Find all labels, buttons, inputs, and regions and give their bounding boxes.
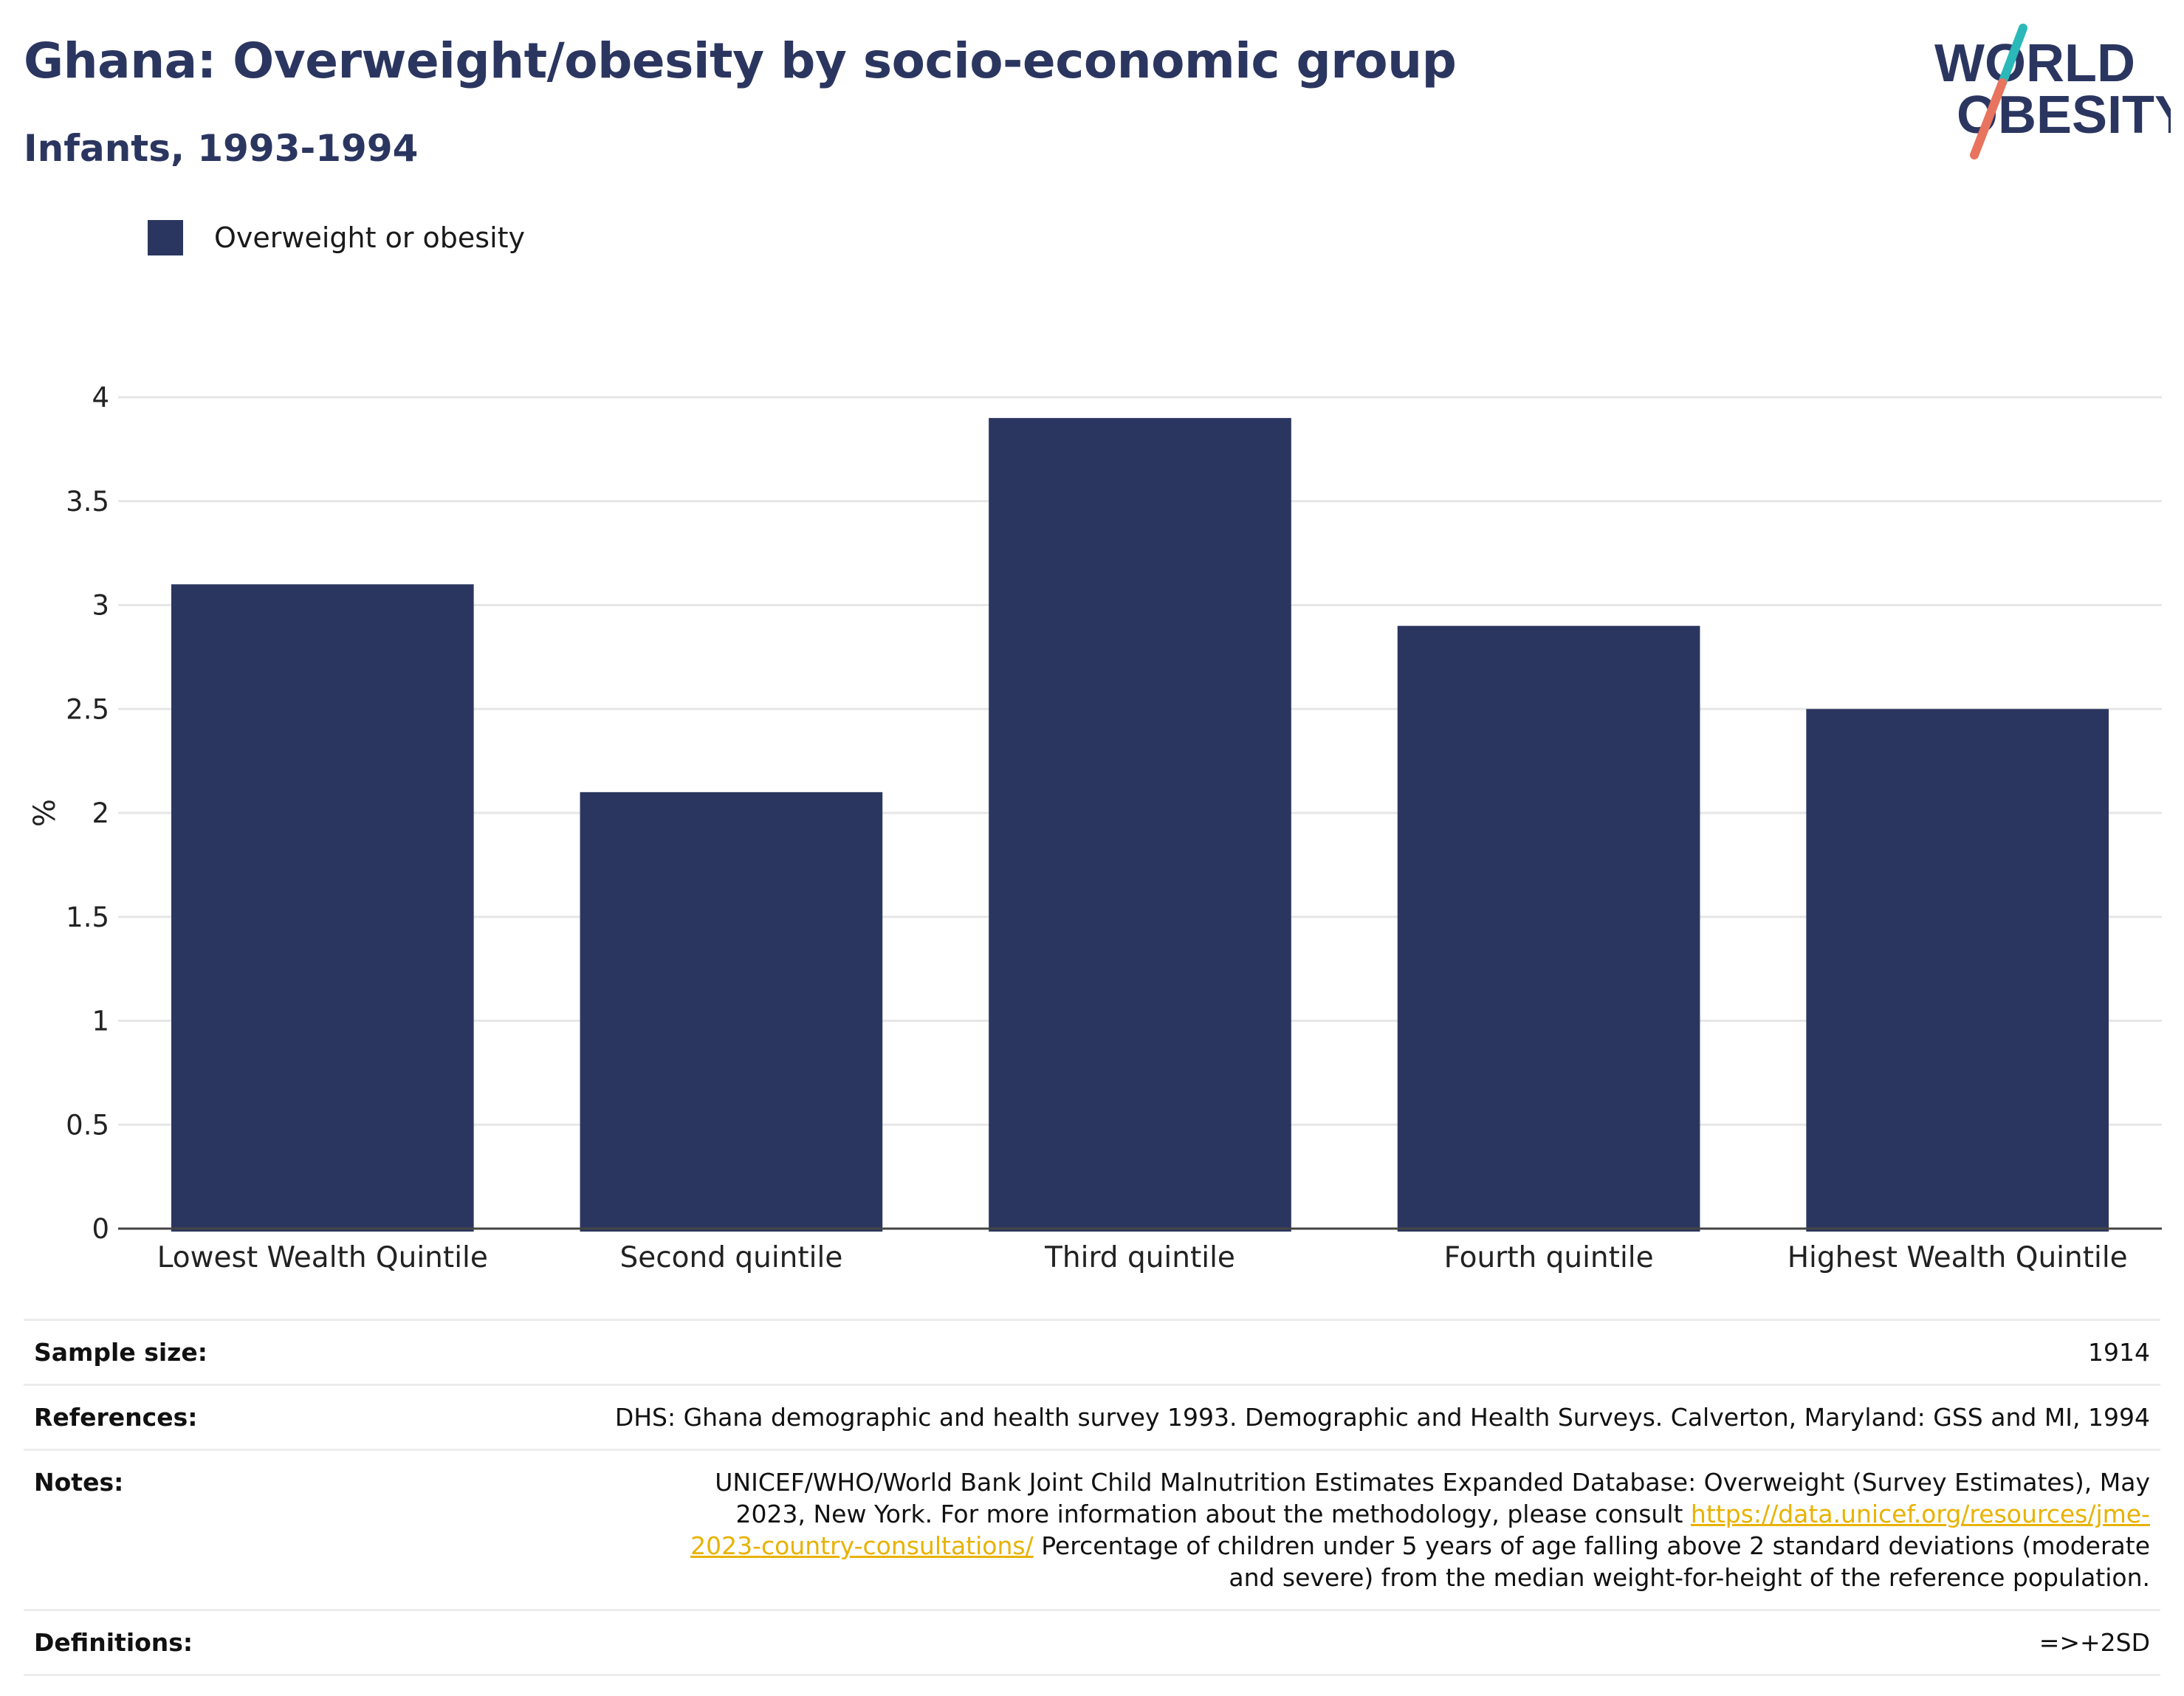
y-tick-label: 1 [92,1006,109,1037]
legend[interactable]: Overweight or obesity [148,217,525,258]
definitions-row: Definitions: =>+2SD [24,1609,2160,1676]
references-row: References: DHS: Ghana demographic and h… [24,1384,2160,1449]
world-obesity-logo: WORLD OBESITY [1934,24,2171,159]
chart-title: Ghana: Overweight/obesity by socio-econo… [24,32,1457,89]
logo-slash-teal [1998,24,2027,87]
y-tick-label: 2 [92,797,109,829]
x-tick-label: Highest Wealth Quintile [1788,1241,2128,1274]
definitions-value: =>+2SD [2039,1628,2150,1657]
references-value: DHS: Ghana demographic and health survey… [614,1403,2150,1432]
references-label: References: [34,1403,198,1432]
bar [989,418,1291,1232]
y-axis-title: % [28,799,62,827]
notes-row: Notes: UNICEF/WHO/World Bank Joint Child… [24,1449,2160,1609]
bar [1806,709,2109,1232]
notes-text-after: Percentage of children under 5 years of … [1033,1531,2150,1592]
legend-swatch [148,220,183,255]
notes-value: UNICEF/WHO/World Bank Joint Child Malnut… [673,1466,2150,1593]
y-tick-label: 2.5 [66,693,109,725]
metadata-table: Sample size: 1914 References: DHS: Ghana… [24,1319,2160,1676]
notes-label: Notes: [34,1468,124,1497]
bar [580,792,883,1232]
sample-size-row: Sample size: 1914 [24,1319,2160,1384]
x-tick-label: Fourth quintile [1444,1241,1654,1274]
y-tick-label: 0.5 [66,1109,109,1141]
logo-slash-coral [1970,78,2007,159]
bar [171,584,474,1232]
y-tick-label: 3 [92,590,109,622]
sample-size-label: Sample size: [34,1338,207,1367]
x-tick-label: Second quintile [619,1241,842,1274]
bar [1397,625,1700,1232]
notes-text-before: UNICEF/WHO/World Bank Joint Child Malnut… [715,1468,2150,1528]
logo-line1: WORLD [1934,34,2135,93]
chart-subtitle: Infants, 1993-1994 [24,127,419,170]
x-tick-label: Lowest Wealth Quintile [157,1241,488,1274]
y-tick-label: 3.5 [66,486,109,518]
legend-label: Overweight or obesity [214,222,526,254]
sample-size-value: 1914 [2088,1338,2150,1367]
x-tick-label: Third quintile [1044,1241,1235,1274]
bar-chart: 0 0.5 1 1.5 2 2.5 3 3.5 4 Lowest Wealth Quintile S… [28,382,2162,1274]
y-tick-label: 4 [92,382,109,413]
y-tick-label: 0 [92,1213,109,1245]
y-tick-label: 1.5 [66,902,109,933]
definitions-label: Definitions: [34,1628,193,1657]
notes-link[interactable]: https://data.unicef.org/resources/jme-20… [690,1500,2150,1560]
